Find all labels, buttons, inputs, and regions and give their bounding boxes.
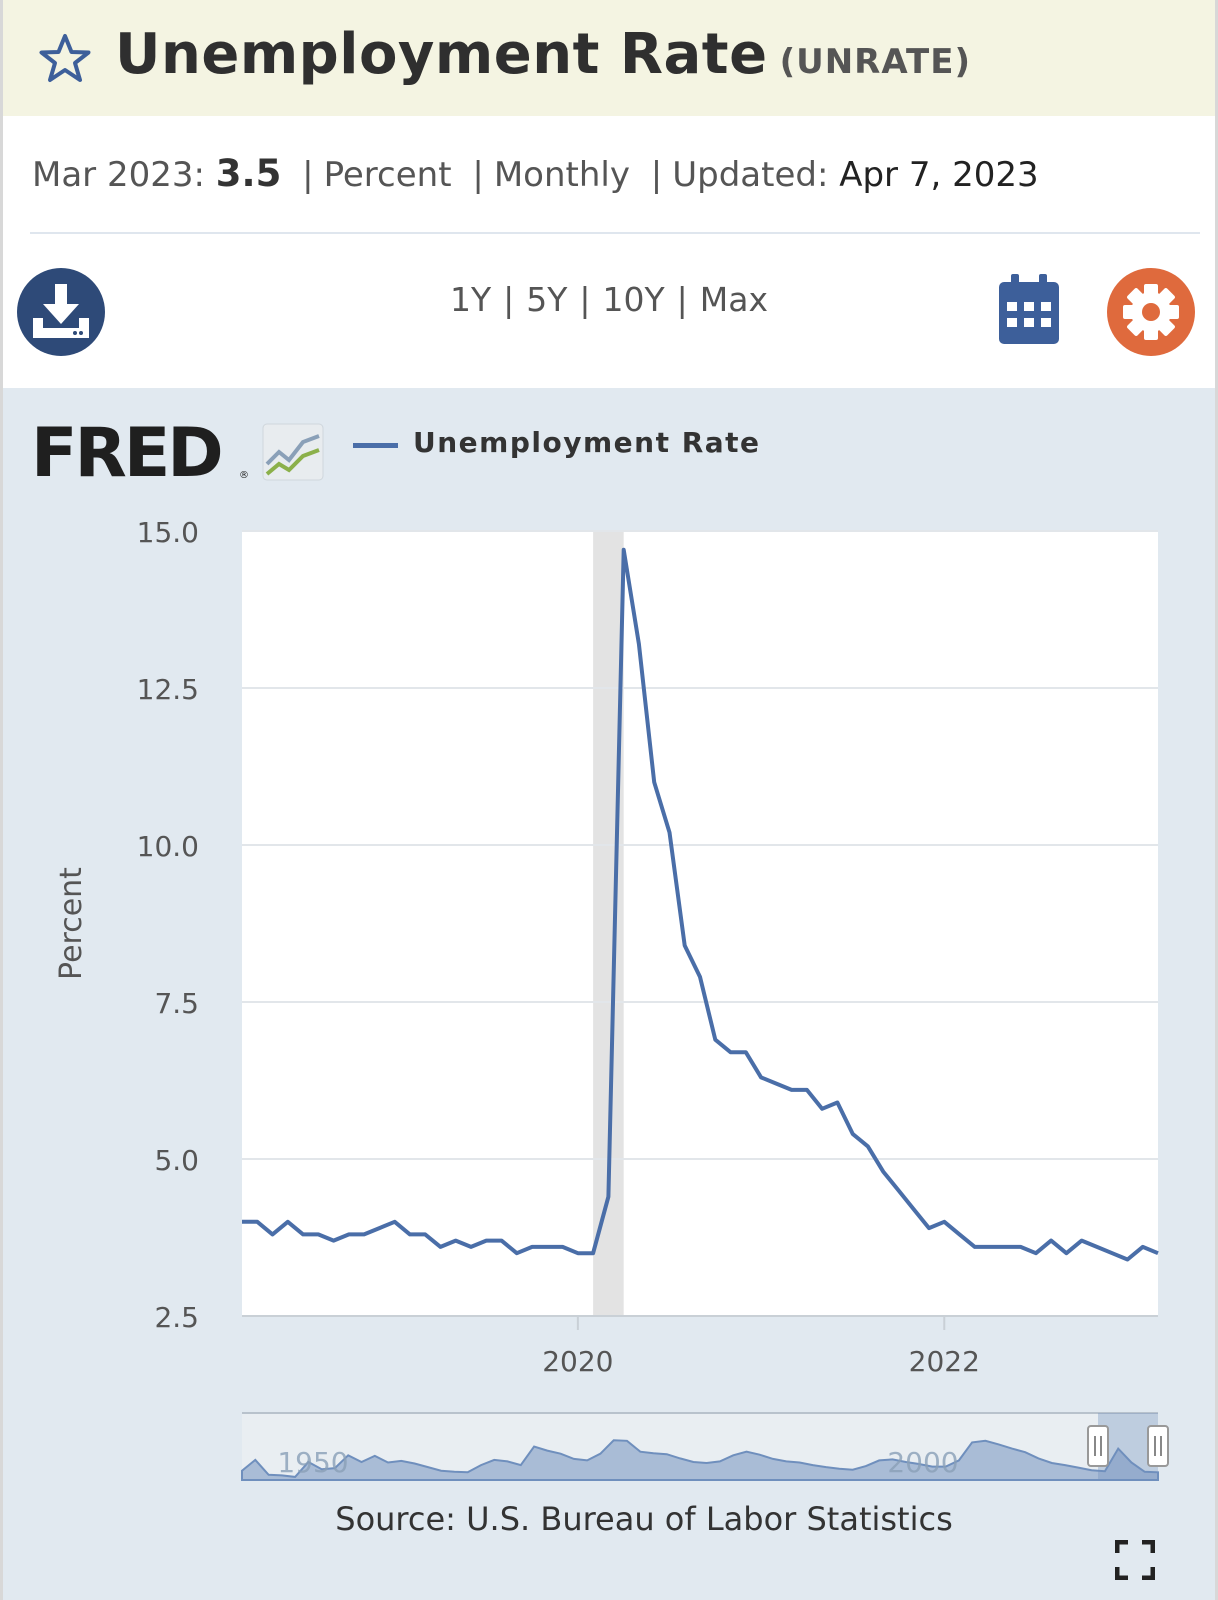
observation-value: 3.5 <box>215 152 282 195</box>
download-button[interactable] <box>17 268 105 356</box>
chart-toolbar: 1Y | 5Y | 10Y | Max <box>3 236 1215 388</box>
y-tick-label: 2.5 <box>154 1301 199 1334</box>
meta-separator: | <box>650 155 663 195</box>
navigator-tick-label: 1950 <box>277 1446 348 1479</box>
y-tick-label: 10.0 <box>137 830 199 863</box>
meta-separator: | <box>472 155 484 195</box>
navigator-handle[interactable] <box>1147 1425 1169 1467</box>
gear-icon <box>1123 284 1179 340</box>
plot-area <box>242 531 1158 1316</box>
chart-panel: FRED ® Unemployment Rate 15.0 12.5 10.0 7.5… <box>3 388 1215 1600</box>
navigator-tick-label: 2000 <box>887 1446 958 1479</box>
fullscreen-icon[interactable] <box>1115 1540 1155 1580</box>
meta-separator: | <box>302 155 314 195</box>
download-icon <box>33 284 89 338</box>
y-axis-label: Percent <box>54 867 89 980</box>
y-tick-label: 15.0 <box>137 516 199 549</box>
navigator-area <box>241 1439 1159 1481</box>
x-tick-label: 2022 <box>909 1345 980 1378</box>
line-chart: 15.0 12.5 10.0 7.5 5.0 2.5 Percent 2020 2022 1950… <box>54 516 1169 1481</box>
calendar-button[interactable] <box>997 272 1061 346</box>
x-tick-label: 2020 <box>542 1345 613 1378</box>
range-separator: | <box>503 280 515 319</box>
y-tick-label: 7.5 <box>154 987 199 1020</box>
updated-value: Apr 7, 2023 <box>839 155 1039 195</box>
svg-text:FRED: FRED <box>31 416 221 486</box>
observation-date: Mar 2023: <box>32 155 205 195</box>
legend-series-name: Unemployment Rate <box>413 426 761 459</box>
series-id: (UNRATE) <box>779 42 971 82</box>
range-separator: | <box>579 280 591 319</box>
range-max[interactable]: Max <box>699 280 769 319</box>
range-1y[interactable]: 1Y <box>449 280 492 319</box>
divider <box>30 232 1200 234</box>
page-title: Unemployment Rate (UNRATE) <box>115 22 971 87</box>
series-title: Unemployment Rate <box>115 22 768 87</box>
units-label: Percent <box>323 155 452 195</box>
series-meta: Mar 2023: 3.5 | Percent | Monthly | Updated… <box>32 152 1039 195</box>
source-note: Source: U.S. Bureau of Labor Statistics <box>335 1500 953 1538</box>
updated-label: Updated: <box>672 155 829 195</box>
navigator-handle[interactable] <box>1087 1425 1109 1467</box>
range-10y[interactable]: 10Y <box>602 280 665 319</box>
star-icon[interactable] <box>35 30 95 90</box>
y-tick-label: 5.0 <box>154 1144 199 1177</box>
legend-swatch <box>353 443 398 448</box>
fred-logo: FRED ® <box>31 416 324 486</box>
series-line-unemployment-rate <box>242 547 1159 1262</box>
range-5y[interactable]: 5Y <box>526 280 568 319</box>
calendar-icon <box>999 274 1059 344</box>
range-separator: | <box>676 280 688 319</box>
date-range-selector: 1Y | 5Y | 10Y | Max <box>3 280 1215 319</box>
y-tick-label: 12.5 <box>137 673 199 706</box>
svg-text:®: ® <box>239 470 249 481</box>
series-header: Unemployment Rate (UNRATE) <box>3 0 1215 116</box>
frequency-label: Monthly <box>493 155 630 195</box>
settings-button[interactable] <box>1107 268 1195 356</box>
